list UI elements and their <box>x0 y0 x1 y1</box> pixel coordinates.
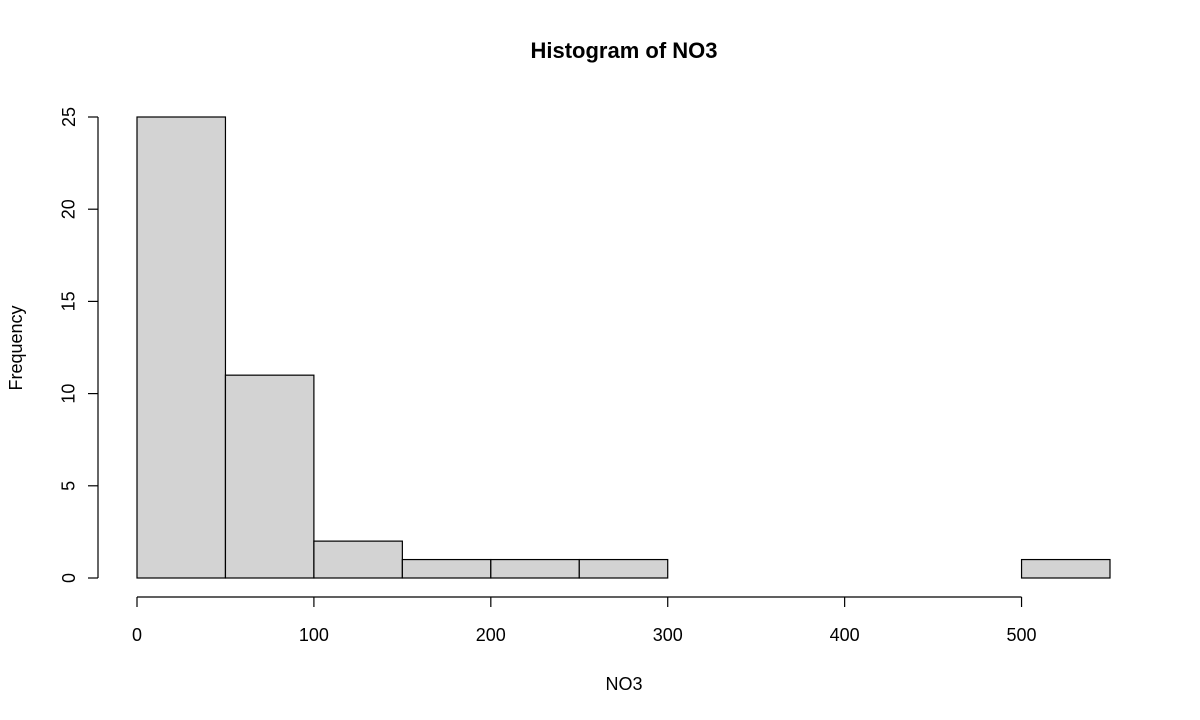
x-tick-label-3: 300 <box>653 625 683 645</box>
y-axis-label: Frequency <box>6 305 26 390</box>
histogram-bar-2 <box>313 540 403 579</box>
histogram-bar-3 <box>401 558 492 579</box>
x-tick-label-5: 500 <box>1007 625 1037 645</box>
x-tick-label-4: 400 <box>830 625 860 645</box>
y-tick-label-4: 20 <box>59 199 79 219</box>
x-tick-label-2: 200 <box>476 625 506 645</box>
bars-group <box>136 116 1111 579</box>
y-tick-label-1: 5 <box>59 481 79 491</box>
chart-title: Histogram of NO3 <box>530 38 717 63</box>
y-tick-label-2: 10 <box>59 384 79 404</box>
x-axis-label: NO3 <box>605 674 642 694</box>
y-tick-label-5: 25 <box>59 107 79 127</box>
x-axis: 0 100 200 300 400 500 <box>132 596 1037 645</box>
histogram-bar-10 <box>1020 558 1111 579</box>
histogram-bar-0 <box>136 116 227 579</box>
y-tick-label-0: 0 <box>59 573 79 583</box>
histogram-bar-1 <box>224 374 315 579</box>
histogram-bar-5 <box>578 558 669 579</box>
x-tick-label-0: 0 <box>132 625 142 645</box>
x-tick-label-1: 100 <box>299 625 329 645</box>
histogram-bar-4 <box>490 558 580 579</box>
y-tick-label-3: 15 <box>59 291 79 311</box>
y-axis: 0 5 10 15 20 25 <box>59 107 99 583</box>
